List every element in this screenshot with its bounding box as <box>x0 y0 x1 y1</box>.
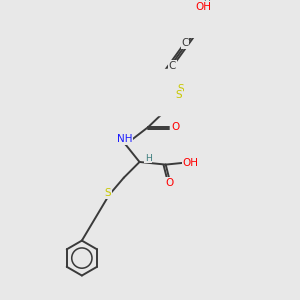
Text: O: O <box>165 178 173 188</box>
Text: S: S <box>105 188 111 198</box>
Bar <box>138 69 199 115</box>
Text: C: C <box>169 61 176 71</box>
Text: H: H <box>202 0 209 4</box>
Text: O: O <box>171 122 179 132</box>
Text: OH: OH <box>196 2 211 12</box>
Text: C: C <box>181 38 189 48</box>
Text: NH: NH <box>117 134 132 144</box>
Text: S: S <box>177 84 184 94</box>
Text: S: S <box>176 90 182 100</box>
Text: H: H <box>145 154 152 163</box>
Text: OH: OH <box>182 158 198 168</box>
